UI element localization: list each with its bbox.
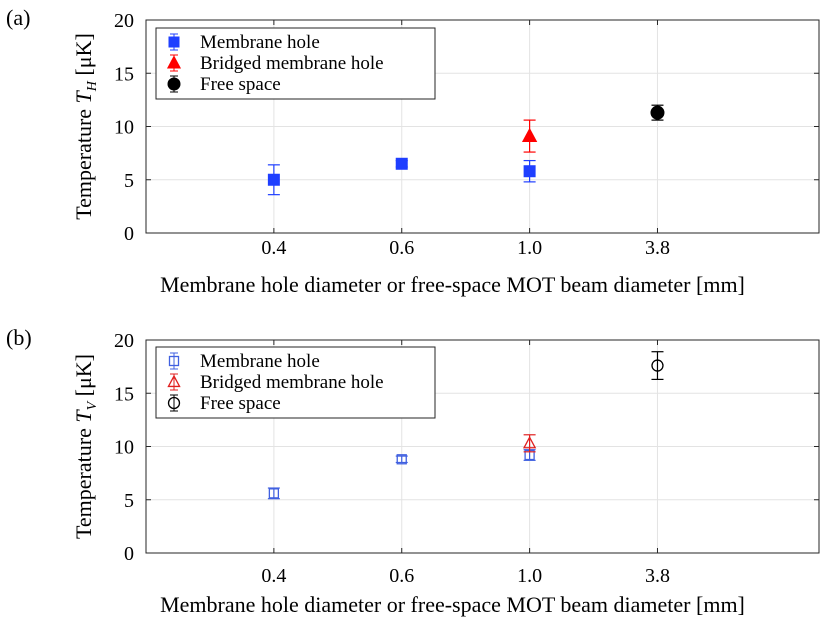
legend-marker	[166, 55, 182, 69]
y-tick-label: 5	[124, 170, 134, 192]
y-axis-label-prefix: Temperature	[71, 423, 96, 539]
series-free-space	[650, 104, 665, 121]
data-point	[521, 127, 538, 143]
y-tick-label: 10	[114, 117, 134, 139]
legend-box	[155, 346, 436, 419]
x-tick-label: 0.4	[261, 565, 286, 587]
legend-marker	[167, 396, 181, 410]
panel-label: (b)	[6, 325, 32, 350]
y-tick-label: 0	[124, 223, 134, 245]
series-free-space	[651, 351, 664, 381]
y-tick-label: 15	[114, 63, 134, 85]
x-tick-label: 3.8	[645, 565, 670, 587]
y-tick-label: 5	[124, 490, 134, 512]
legend-box	[155, 27, 436, 100]
legend-entry: Bridged membrane hole	[200, 53, 384, 74]
legend-marker	[168, 355, 180, 367]
data-point	[522, 435, 537, 449]
y-axis-label-sub: H	[85, 80, 100, 92]
series-bridged-membrane-hole	[521, 119, 538, 153]
legend-entry: Membrane hole	[200, 351, 320, 372]
y-axis-label-unit: [μK]	[71, 33, 96, 81]
data-point	[396, 454, 407, 465]
legend-entry: Bridged membrane hole	[200, 372, 384, 393]
x-axis-label: Membrane hole diameter or free-space MOT…	[160, 592, 745, 617]
y-tick-label: 20	[114, 10, 134, 32]
legend-marker	[168, 36, 180, 48]
y-tick-label: 15	[114, 383, 134, 405]
y-axis-label: Temperature TH [μK]	[71, 33, 100, 220]
y-tick-label: 20	[114, 330, 134, 352]
legend-marker	[167, 77, 181, 91]
x-tick-label: 1.0	[517, 565, 542, 587]
legend-entry: Free space	[200, 74, 281, 95]
legend-marker	[167, 374, 181, 388]
x-tick-label: 0.4	[261, 237, 286, 259]
x-axis-label: Membrane hole diameter or free-space MOT…	[160, 272, 745, 297]
y-axis-label-var: T	[71, 409, 96, 423]
legend-entry: Free space	[200, 393, 281, 414]
y-axis-label-sub: V	[85, 400, 100, 410]
data-point	[523, 165, 536, 178]
panel-label: (a)	[6, 5, 30, 30]
x-tick-label: 1.0	[517, 237, 542, 259]
series-membrane-hole	[267, 449, 536, 500]
data-point	[395, 157, 408, 170]
data-point	[651, 359, 664, 372]
y-axis-label: Temperature TV [μK]	[71, 354, 100, 539]
legend-entry: Membrane hole	[200, 32, 320, 53]
y-tick-label: 10	[114, 437, 134, 459]
series-membrane-hole	[267, 157, 536, 196]
series-bridged-membrane-hole	[522, 434, 537, 453]
y-axis-label-prefix: Temperature	[71, 103, 96, 219]
chart-panel-b: 0 5 10 15 20 0.4 0.6 1.0 3.8 Membrane hole diamet…	[6, 325, 820, 617]
y-tick-label: 0	[124, 543, 134, 565]
chart-panel-a: 0 5 10 15 20 0.4 0.6 1.0 3.8 Membrane hole diamet…	[6, 5, 820, 297]
data-point	[268, 488, 280, 499]
x-tick-label: 3.8	[645, 237, 670, 259]
data-point	[267, 173, 280, 186]
y-axis-label-var: T	[71, 89, 96, 103]
data-point	[650, 105, 665, 120]
y-axis-label-unit: [μK]	[71, 354, 96, 402]
x-tick-label: 0.6	[389, 237, 414, 259]
x-tick-label: 0.6	[389, 565, 414, 587]
